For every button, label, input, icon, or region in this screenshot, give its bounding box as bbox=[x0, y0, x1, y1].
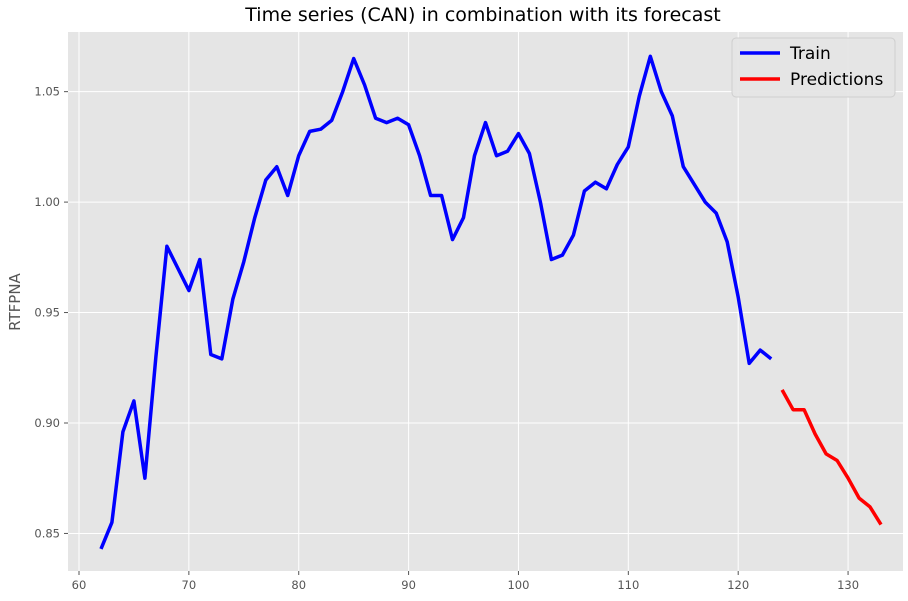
x-tick-label: 110 bbox=[617, 578, 639, 592]
y-tick-label: 0.90 bbox=[34, 416, 60, 430]
x-tick-label: 60 bbox=[72, 578, 87, 592]
x-tick-label: 100 bbox=[507, 578, 529, 592]
x-tick-label: 90 bbox=[401, 578, 416, 592]
x-tick-label: 130 bbox=[837, 578, 859, 592]
tick-labels: 60 70 80 90 100 110 120 130 0.85 0.90 0.95 1.00 1.05 bbox=[34, 85, 859, 592]
legend-train-label: Train bbox=[789, 44, 831, 64]
train-series-line bbox=[99, 54, 773, 550]
legend: Train Predictions bbox=[731, 37, 896, 98]
y-tick-label: 0.95 bbox=[34, 306, 60, 320]
x-tick-label: 120 bbox=[727, 578, 749, 592]
x-tick-label: 70 bbox=[182, 578, 197, 592]
y-axis-label: RTFPNA bbox=[6, 272, 24, 330]
y-tick-label: 1.00 bbox=[34, 195, 60, 209]
series-lines bbox=[99, 54, 883, 550]
chart-title: Time series (CAN) in combination with it… bbox=[244, 4, 720, 26]
legend-predictions-label: Predictions bbox=[790, 70, 883, 90]
y-tick-label: 1.05 bbox=[34, 85, 60, 99]
y-tick-label: 0.85 bbox=[34, 526, 60, 540]
plot-background bbox=[68, 32, 903, 571]
predictions-series-line bbox=[780, 389, 883, 526]
x-tick-label: 80 bbox=[291, 578, 306, 592]
